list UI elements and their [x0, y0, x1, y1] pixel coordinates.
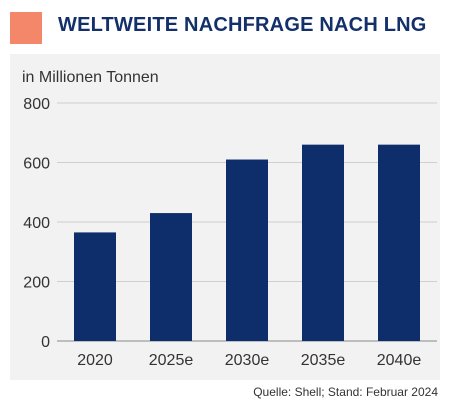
x-tick-label: 2020: [77, 352, 113, 369]
bar-2025e: [150, 213, 192, 341]
y-axis-unit-label: in Millionen Tonnen: [22, 69, 159, 86]
y-tick-label: 600: [23, 156, 50, 173]
y-tick-label: 200: [23, 275, 50, 292]
bar-2035e: [302, 144, 344, 341]
source-note: Quelle: Shell; Stand: Februar 2024: [253, 385, 438, 399]
y-tick-label: 0: [41, 334, 50, 351]
bar-2020: [74, 232, 116, 341]
y-tick-label: 800: [23, 96, 50, 113]
x-tick-label: 2035e: [301, 352, 346, 369]
bar-2040e: [378, 144, 420, 341]
chart-title: WELTWEITE NACHFRAGE NACH LNG: [58, 14, 427, 36]
x-tick-label: 2030e: [225, 352, 270, 369]
header-accent-square: [10, 12, 42, 44]
y-tick-label: 400: [23, 215, 50, 232]
x-tick-label: 2040e: [377, 352, 422, 369]
bar-2030e: [226, 159, 268, 341]
x-tick-label: 2025e: [149, 352, 194, 369]
